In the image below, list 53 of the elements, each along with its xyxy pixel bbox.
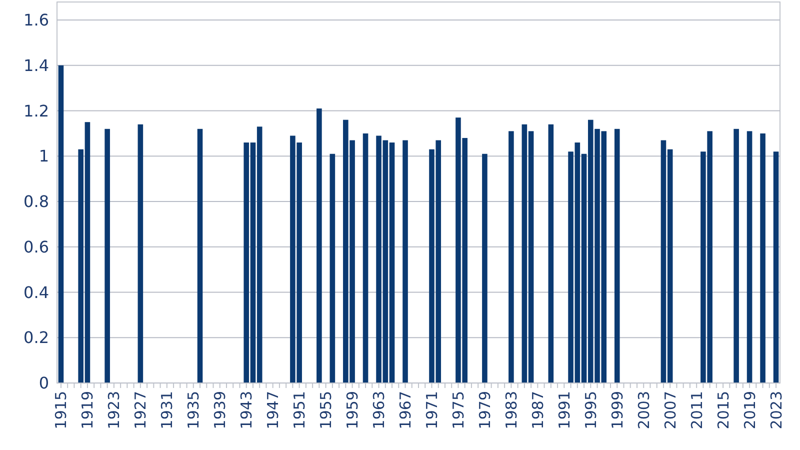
- x-tick-label: 2011: [688, 391, 706, 430]
- bar: [773, 152, 779, 383]
- x-tick-label: 1927: [132, 391, 150, 430]
- bar: [482, 154, 488, 383]
- bar: [746, 131, 752, 383]
- bar: [614, 128, 620, 383]
- bar: [197, 128, 203, 383]
- x-tick-label: 1951: [290, 391, 309, 430]
- x-tick-label: 1975: [449, 391, 468, 430]
- x-tick-label: 1971: [422, 391, 441, 430]
- bar: [402, 140, 408, 383]
- y-tick-label: 1.2: [24, 101, 49, 120]
- y-tick-label: 0: [38, 374, 49, 393]
- x-tick-label: 1991: [555, 391, 574, 430]
- y-tick-label: 0.8: [24, 192, 49, 212]
- y-tick-label: 0.4: [24, 282, 49, 302]
- x-tick-label: 1915: [52, 391, 70, 430]
- bar: [316, 108, 322, 383]
- y-tick-label: 1.4: [24, 56, 49, 75]
- x-tick-label: 1931: [158, 391, 176, 430]
- x-tick-label: 1939: [211, 391, 230, 430]
- x-tick-label: 1919: [78, 391, 97, 430]
- bar: [362, 133, 368, 383]
- y-tick-label: 0.6: [24, 237, 49, 256]
- x-tick-label: 1947: [264, 391, 282, 430]
- bar: [330, 154, 336, 383]
- x-tick-label: 1955: [317, 391, 336, 430]
- y-tick-label: 1: [38, 146, 49, 166]
- bar: [58, 65, 64, 383]
- y-tick-label: 1.6: [24, 10, 49, 30]
- bar: [508, 131, 514, 383]
- bar: [138, 124, 144, 383]
- x-tick-label: 1967: [396, 391, 415, 430]
- x-tick-label: 1963: [370, 391, 388, 430]
- x-tick-label: 1987: [528, 391, 547, 430]
- bar: [548, 124, 554, 383]
- x-tick-label: 1943: [238, 391, 256, 430]
- x-tick-label: 1995: [582, 391, 600, 430]
- bar: [760, 133, 766, 383]
- x-tick-label: 1983: [502, 391, 520, 430]
- x-tick-label: 1923: [105, 391, 124, 430]
- bar: [104, 128, 110, 383]
- x-tick-label: 2015: [714, 391, 732, 430]
- x-tick-label: 1935: [184, 391, 203, 430]
- y-tick-label: 0.2: [24, 328, 49, 348]
- x-tick-label: 2019: [740, 391, 759, 430]
- x-tick-label: 2007: [661, 391, 680, 430]
- x-tick-label: 2023: [767, 391, 786, 430]
- x-tick-label: 2003: [634, 391, 653, 430]
- bar: [734, 128, 739, 383]
- x-tick-label: 1959: [344, 391, 362, 430]
- x-tick-label: 1999: [608, 391, 626, 430]
- x-tick-label: 1979: [476, 391, 494, 430]
